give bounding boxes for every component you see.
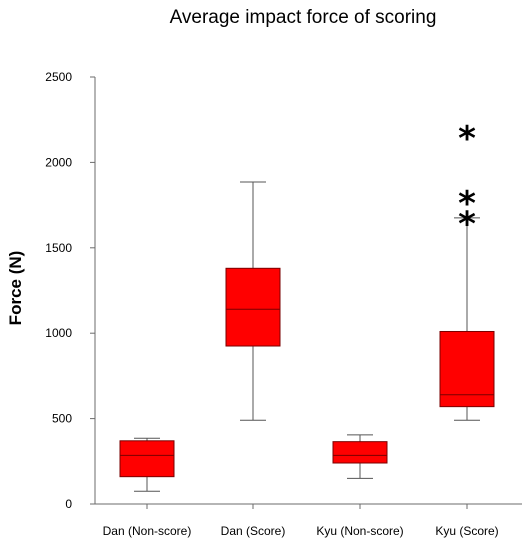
y-tick-label: 2500: [45, 70, 72, 84]
outlier-marker: *: [458, 119, 476, 159]
y-tick-label: 1000: [45, 326, 72, 340]
y-axis-label: Force (N): [6, 251, 25, 326]
y-tick-label: 2000: [45, 155, 72, 169]
box-iqr: [439, 330, 495, 408]
boxes-layer: [119, 181, 495, 492]
box-group: [332, 434, 388, 479]
axes: 0 500 1000 1500 2000 2500 Dan (Non-score) Dan (…: [45, 70, 522, 538]
x-tick-label: Dan (Non-score): [103, 524, 192, 538]
x-tick-label: Kyu (Non-score): [316, 524, 403, 538]
box-group: [225, 181, 281, 421]
box-group: [439, 217, 495, 421]
chart-title: Average impact force of scoring: [170, 7, 437, 28]
x-tick-label: Dan (Score): [221, 524, 286, 538]
outlier-marker: *: [458, 184, 476, 224]
outliers-layer: ***: [458, 119, 476, 244]
y-tick-label: 1500: [45, 241, 72, 255]
box-iqr: [119, 440, 175, 478]
x-tick-label: Kyu (Score): [435, 524, 498, 538]
box-iqr: [225, 267, 281, 347]
box-group: [119, 437, 175, 492]
outlier-marker: *: [458, 205, 476, 245]
y-tick-label: 0: [65, 497, 72, 511]
box-iqr: [332, 441, 388, 464]
y-tick-label: 500: [52, 412, 72, 426]
